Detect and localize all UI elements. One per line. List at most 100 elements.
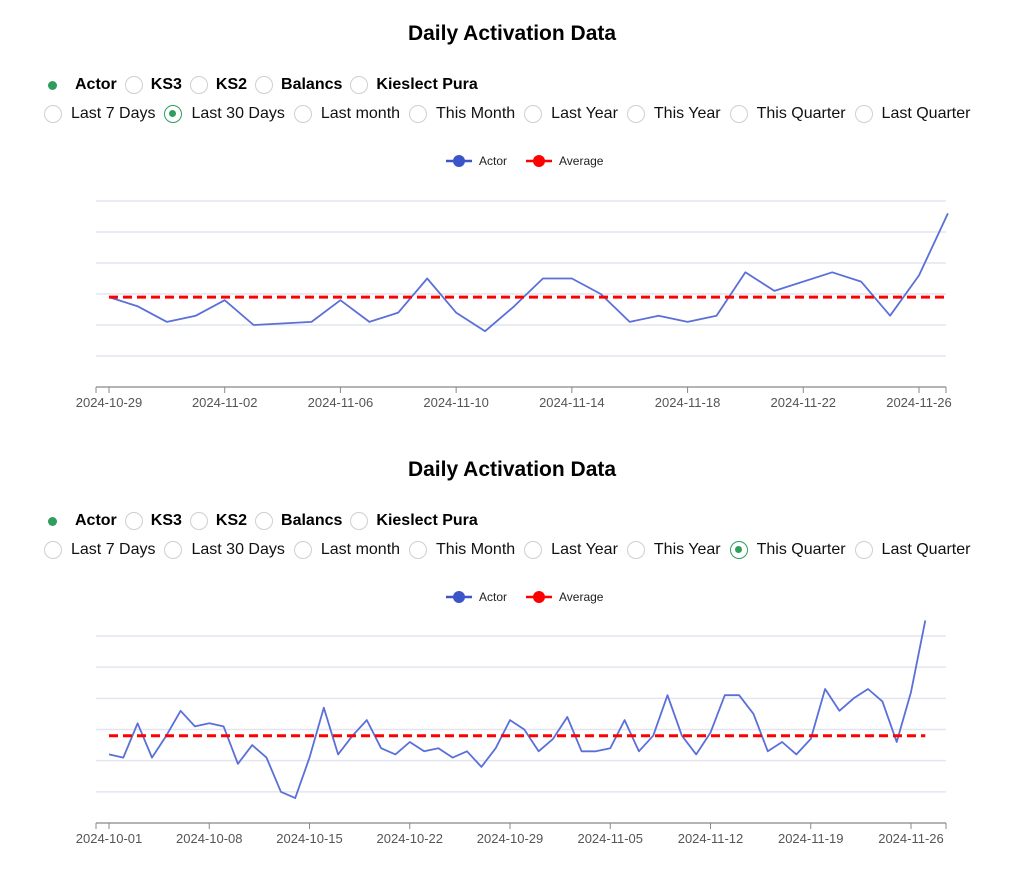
range-option-label: Last Quarter <box>881 105 971 122</box>
series-option-label: KS3 <box>150 76 182 93</box>
radio-checked-icon[interactable] <box>729 541 748 559</box>
radio-icon[interactable] <box>124 512 143 530</box>
x-tick-label: 2024-10-01 <box>76 831 143 846</box>
range-option-this-year[interactable]: This Year <box>626 541 730 559</box>
x-tick-label: 2024-11-18 <box>655 395 721 410</box>
range-option-last-7-days[interactable]: Last 7 Days <box>44 541 164 559</box>
series-option-label: Balancs <box>281 512 343 529</box>
range-option-label: Last month <box>320 541 401 558</box>
range-option-this-month[interactable]: This Month <box>409 541 524 559</box>
range-option-label: This Month <box>436 541 516 558</box>
legend-marker <box>453 155 465 167</box>
radio-icon[interactable] <box>293 105 312 123</box>
range-selector: Last 7 Days Last 30 Days Last month This… <box>44 105 979 123</box>
range-option-last-30-days[interactable]: Last 30 Days <box>164 541 293 559</box>
legend-marker <box>453 591 465 603</box>
range-option-last-year[interactable]: Last Year <box>524 105 627 123</box>
x-tick-label: 2024-10-29 <box>76 395 143 410</box>
series-option-label: KS2 <box>215 512 248 529</box>
series-option-actor[interactable]: Actor <box>44 512 125 530</box>
range-option-last-quarter[interactable]: Last Quarter <box>854 105 980 123</box>
series-selector: Actor KS3 KS2 Balancs Kieslect Pura <box>44 512 486 530</box>
legend-item-average: Average <box>526 154 604 168</box>
legend-marker <box>533 591 545 603</box>
range-option-last-month[interactable]: Last month <box>293 105 409 123</box>
chart-title: Daily Activation Data <box>407 458 617 481</box>
series-option-label: Kieslect Pura <box>376 76 478 93</box>
chart-title: Daily Activation Data <box>407 22 617 45</box>
series-option-kieslect-pura[interactable]: Kieslect Pura <box>350 76 485 94</box>
x-tick-label: 2024-10-08 <box>176 831 243 846</box>
range-option-last-7-days[interactable]: Last 7 Days <box>44 105 164 123</box>
radio-icon[interactable] <box>350 512 369 530</box>
selected-dot-icon <box>48 80 57 90</box>
line-chart-2: 2024-10-01 2024-10-08 2024-10-15 2024-10-22… <box>76 590 947 846</box>
series-option-label: KS3 <box>150 512 182 529</box>
series-selector: Actor KS3 KS2 Balancs Kieslect Pura <box>44 76 486 94</box>
x-tick-label: 2024-11-26 <box>878 831 944 846</box>
range-selector: Last 7 Days Last 30 Days Last month This… <box>44 541 979 559</box>
range-option-label: Last month <box>320 105 401 122</box>
series-option-balancs[interactable]: Balancs <box>255 76 350 94</box>
legend-label: Actor <box>479 154 507 168</box>
legend-label: Average <box>559 590 604 604</box>
radio-icon[interactable] <box>350 76 369 94</box>
radio-icon[interactable] <box>293 541 312 559</box>
legend-label: Actor <box>479 590 507 604</box>
legend-item-actor: Actor <box>446 154 507 168</box>
radio-icon[interactable] <box>409 105 428 123</box>
range-option-label: This Year <box>653 541 721 558</box>
range-option-last-quarter[interactable]: Last Quarter <box>854 541 980 559</box>
series-option-label: KS2 <box>215 76 248 93</box>
range-option-last-month[interactable]: Last month <box>293 541 409 559</box>
radio-icon[interactable] <box>44 105 62 123</box>
series-option-ks3[interactable]: KS3 <box>124 512 190 530</box>
line-chart-1: 2024-10-29 2024-11-02 2024-11-06 2024-11-10… <box>76 154 952 410</box>
range-option-label: This Quarter <box>756 105 846 122</box>
x-tick-label: 2024-10-15 <box>276 831 343 846</box>
radio-icon[interactable] <box>854 105 873 123</box>
range-option-this-year[interactable]: This Year <box>626 105 730 123</box>
series-option-balancs[interactable]: Balancs <box>255 512 350 530</box>
radio-icon[interactable] <box>124 76 143 94</box>
x-tick-label: 2024-11-26 <box>886 395 952 410</box>
range-option-label: Last 30 Days <box>191 105 285 122</box>
radio-icon[interactable] <box>44 541 62 559</box>
selected-dot-icon <box>48 516 57 526</box>
radio-icon[interactable] <box>524 541 543 559</box>
radio-icon[interactable] <box>854 541 873 559</box>
range-option-label: Last Year <box>551 541 618 558</box>
x-tick-label: 2024-10-29 <box>477 831 544 846</box>
radio-icon[interactable] <box>164 541 183 559</box>
radio-icon[interactable] <box>626 105 645 123</box>
range-option-label: Last 7 Days <box>71 105 156 122</box>
series-option-label: Kieslect Pura <box>376 512 478 529</box>
x-tick-label: 2024-11-02 <box>192 395 258 410</box>
radio-icon[interactable] <box>255 512 274 530</box>
radio-icon[interactable] <box>729 105 748 123</box>
radio-checked-icon[interactable] <box>164 105 183 123</box>
range-option-this-quarter[interactable]: This Quarter <box>729 105 855 123</box>
range-option-last-year[interactable]: Last Year <box>524 541 627 559</box>
series-option-ks3[interactable]: KS3 <box>124 76 190 94</box>
radio-icon[interactable] <box>626 541 645 559</box>
series-option-actor[interactable]: Actor <box>44 76 125 94</box>
range-option-this-quarter[interactable]: This Quarter <box>729 541 855 559</box>
range-option-this-month[interactable]: This Month <box>409 105 524 123</box>
radio-icon[interactable] <box>524 105 543 123</box>
x-tick-label: 2024-10-22 <box>377 831 444 846</box>
series-option-ks2[interactable]: KS2 <box>189 512 255 530</box>
chart-panel-2: 2024-10-01 2024-10-08 2024-10-15 2024-10-22… <box>0 436 1024 880</box>
range-option-last-30-days[interactable]: Last 30 Days <box>164 105 293 123</box>
legend-marker <box>533 155 545 167</box>
series-option-label: Actor <box>75 512 117 529</box>
radio-icon[interactable] <box>189 76 208 94</box>
x-tick-label: 2024-11-05 <box>577 831 643 846</box>
series-option-ks2[interactable]: KS2 <box>189 76 255 94</box>
range-option-label: This Quarter <box>756 541 846 558</box>
series-option-kieslect-pura[interactable]: Kieslect Pura <box>350 512 485 530</box>
radio-icon[interactable] <box>409 541 428 559</box>
radio-icon[interactable] <box>255 76 274 94</box>
radio-icon[interactable] <box>189 512 208 530</box>
x-tick-label: 2024-11-10 <box>423 395 489 410</box>
